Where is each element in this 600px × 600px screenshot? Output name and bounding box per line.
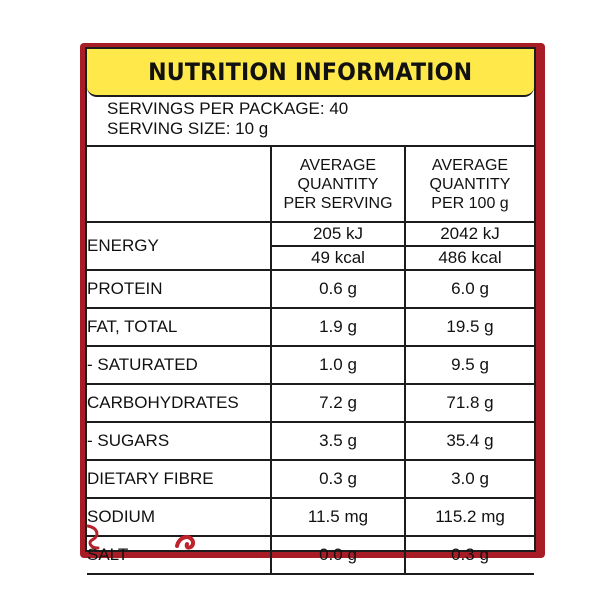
table-row: DIETARY FIBRE 0.3 g 3.0 g (87, 459, 534, 499)
nutrient-label: FAT, TOTAL (87, 307, 272, 347)
table-row: CARBOHYDRATES 7.2 g 71.8 g (87, 383, 534, 423)
header-nutrient-blank (87, 145, 272, 223)
header-per-serving-line2: QUANTITY (297, 175, 379, 193)
red-swirl-icon (175, 535, 196, 550)
table-header-row: AVERAGE QUANTITY PER SERVING AVERAGE QUA… (87, 145, 534, 223)
header-per-100g-line3: PER 100 g (431, 194, 509, 212)
nutrient-per-100g: 6.0 g (404, 269, 534, 309)
nutrient-label: DIETARY FIBRE (87, 459, 272, 499)
nutrient-per-100g: 9.5 g (404, 345, 534, 385)
nutrient-per-serving: 7.2 g (270, 383, 406, 423)
table-row: FAT, TOTAL 1.9 g 19.5 g (87, 307, 534, 347)
header-per-100g-line2: QUANTITY (429, 175, 511, 193)
energy-serving-kcal: 49 kcal (271, 245, 406, 271)
energy-row-kcal: 49 kcal 486 kcal (87, 245, 534, 271)
nutrient-per-100g: 0.3 g (404, 535, 534, 575)
header-per-serving-line3: PER SERVING (283, 194, 393, 212)
header-per-100g-line1: AVERAGE (431, 156, 509, 174)
nutrient-per-serving: 0.0 g (270, 535, 406, 575)
nutrient-per-serving: 1.0 g (270, 345, 406, 385)
table-row: - SATURATED 1.0 g 9.5 g (87, 345, 534, 385)
nutrition-table: AVERAGE QUANTITY PER SERVING AVERAGE QUA… (87, 145, 534, 575)
title-banner: NUTRITION INFORMATION (87, 49, 534, 97)
energy-per100-kcal: 486 kcal (404, 245, 534, 271)
nutrient-label: SODIUM (87, 497, 272, 537)
energy-row-kj: ENERGY 205 kJ 2042 kJ (87, 221, 534, 271)
serving-size: SERVING SIZE: 10 g (107, 119, 269, 138)
nutrient-per-100g: 35.4 g (404, 421, 534, 461)
nutrient-per-serving: 0.3 g (270, 459, 406, 499)
nutrient-per-serving: 1.9 g (270, 307, 406, 347)
servings-per-package: SERVINGS PER PACKAGE: 40 (107, 99, 349, 118)
table-row: SODIUM 11.5 mg 115.2 mg (87, 497, 534, 537)
header-per-100g: AVERAGE QUANTITY PER 100 g (404, 145, 534, 223)
header-per-serving: AVERAGE QUANTITY PER SERVING (270, 145, 406, 223)
nutrient-label: - SATURATED (87, 345, 272, 385)
table-row: PROTEIN 0.6 g 6.0 g (87, 269, 534, 309)
table-row: SALT 0.0 g 0.3 g (87, 535, 534, 575)
corner-swirl-icon (86, 524, 100, 550)
nutrient-per-serving: 11.5 mg (270, 497, 406, 537)
nutrient-per-100g: 71.8 g (404, 383, 534, 423)
serving-info: SERVINGS PER PACKAGE: 40 SERVING SIZE: 1… (107, 99, 348, 139)
header-per-serving-line1: AVERAGE (299, 156, 377, 174)
nutrient-label: CARBOHYDRATES (87, 383, 272, 423)
nutrient-label: PROTEIN (87, 269, 272, 309)
nutrient-label: - SUGARS (87, 421, 272, 461)
nutrient-per-serving: 3.5 g (270, 421, 406, 461)
table-row: - SUGARS 3.5 g 35.4 g (87, 421, 534, 461)
nutrient-per-serving: 0.6 g (270, 269, 406, 309)
energy-label: ENERGY (87, 221, 272, 271)
nutrition-label: NUTRITION INFORMATION SERVINGS PER PACKA… (85, 47, 536, 575)
nutrient-per-100g: 115.2 mg (404, 497, 534, 537)
nutrient-per-100g: 19.5 g (404, 307, 534, 347)
energy-per100-kj: 2042 kJ (404, 221, 534, 247)
nutrient-per-100g: 3.0 g (404, 459, 534, 499)
label-title: NUTRITION INFORMATION (148, 58, 473, 86)
energy-serving-kj: 205 kJ (270, 221, 406, 247)
